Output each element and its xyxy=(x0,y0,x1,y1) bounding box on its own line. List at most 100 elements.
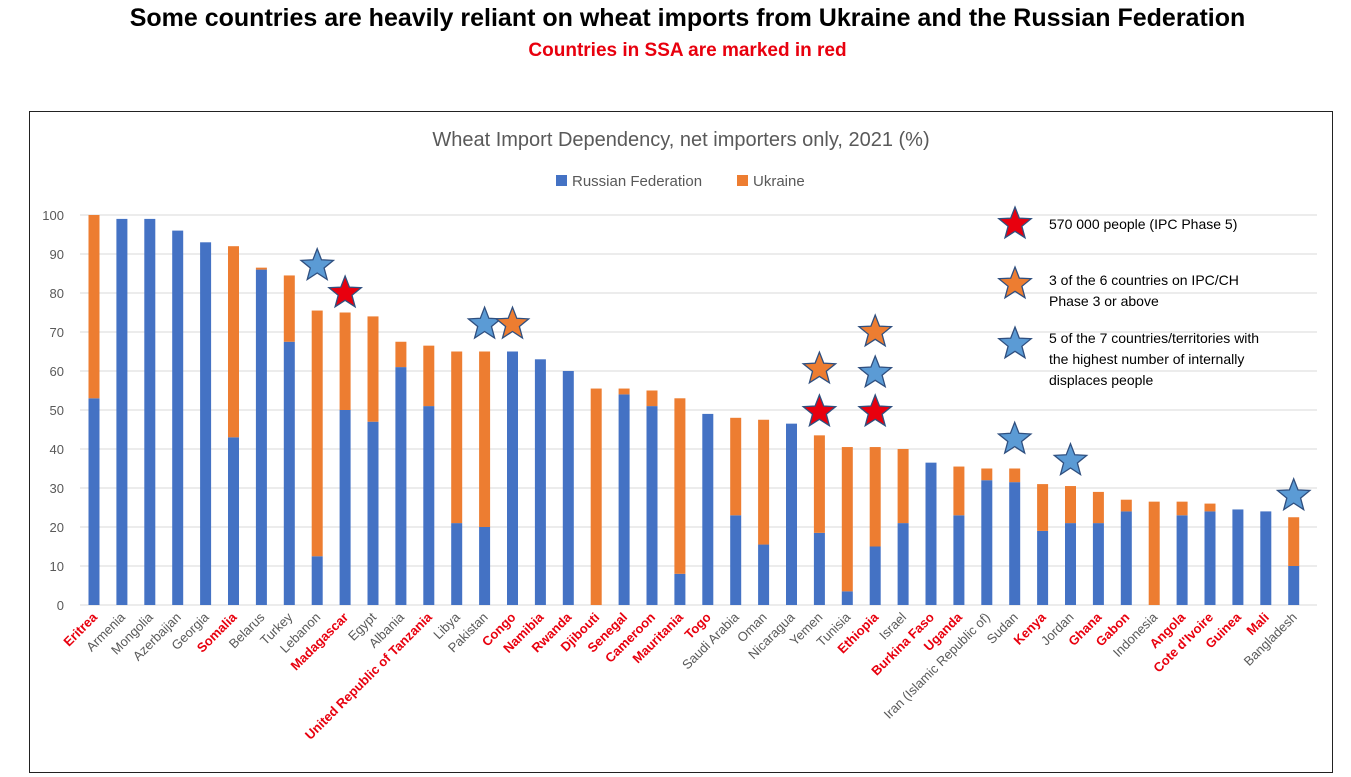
bar-ukraine-tunisia xyxy=(841,447,853,592)
y-tick-label: 80 xyxy=(50,286,64,301)
bar-ukraine-indonesia xyxy=(1148,501,1160,605)
bar-russian-federation-egypt xyxy=(367,421,379,605)
bar-russian-federation-mali xyxy=(1260,511,1272,605)
bar-ukraine-albania xyxy=(395,341,407,368)
bar-russian-federation-cote-d-ivoire xyxy=(1204,511,1216,605)
bar-ukraine-saudi-arabia xyxy=(730,417,742,516)
idp-star-pakistan xyxy=(466,305,503,340)
phase5-legend-star xyxy=(997,205,1033,240)
bar-ukraine-somalia xyxy=(228,246,239,438)
ipc-star-yemen xyxy=(801,350,838,385)
star-markers xyxy=(299,246,1312,512)
bar-russian-federation-mauritania xyxy=(674,573,686,605)
bar-ukraine-bangladesh xyxy=(1288,517,1300,566)
bar-ukraine-cote-d-ivoire xyxy=(1204,503,1216,512)
bar-russian-federation-somalia xyxy=(228,437,239,605)
bar-ukraine-oman xyxy=(758,419,770,545)
bar-russian-federation-madagascar xyxy=(339,410,351,605)
bar-russian-federation-eritrea xyxy=(88,398,100,605)
bar-russian-federation-sudan xyxy=(1009,482,1021,605)
idp-star-jordan xyxy=(1052,441,1089,476)
bar-russian-federation-gabon xyxy=(1120,511,1132,605)
bar-russian-federation-rwanda xyxy=(562,371,574,605)
phase5-star-yemen xyxy=(801,393,838,428)
annotation-text: 570 000 people (IPC Phase 5) xyxy=(1049,216,1237,232)
bar-ukraine-cameroon xyxy=(646,390,658,407)
annotation-text: Phase 3 or above xyxy=(1049,293,1159,309)
bar-ukraine-senegal xyxy=(618,388,630,395)
bar-russian-federation-belarus xyxy=(255,269,267,605)
y-tick-label: 70 xyxy=(50,325,64,340)
bar-russian-federation-ethiopia xyxy=(869,546,881,605)
phase5-star-madagascar xyxy=(327,274,364,309)
bar-ukraine-eritrea xyxy=(88,215,100,399)
bar-russian-federation-armenia xyxy=(116,218,128,605)
bar-ukraine-kenya xyxy=(1037,484,1049,531)
chart-frame xyxy=(29,111,1333,773)
bar-ukraine-egypt xyxy=(367,316,379,422)
bar-russian-federation-togo xyxy=(702,413,714,605)
y-axis: 0 10 20 30 40 50 60 70 80 90 100 xyxy=(42,208,64,613)
bar-russian-federation-libya xyxy=(451,523,463,605)
idp-star-sudan xyxy=(996,420,1033,455)
bar-russian-federation-georgia xyxy=(200,242,212,606)
bar-ukraine-israel xyxy=(897,449,909,524)
bar-ukraine-iran-islamic-republic-of xyxy=(981,468,993,481)
ipc-star-ethiopia xyxy=(857,313,894,348)
bar-russian-federation-cameroon xyxy=(646,406,658,605)
y-tick-label: 100 xyxy=(42,208,64,223)
bar-russian-federation-tunisia xyxy=(841,591,853,605)
bar-ukraine-sudan xyxy=(1009,468,1021,483)
bar-russian-federation-iran-islamic-republic-of xyxy=(981,480,993,605)
x-label-bangladesh: Bangladesh xyxy=(1241,610,1300,669)
legend-swatch xyxy=(556,175,567,186)
bar-russian-federation-bangladesh xyxy=(1288,566,1300,605)
bar-ukraine-madagascar xyxy=(339,312,351,410)
bar-ukraine-lebanon xyxy=(311,310,323,557)
page-title: Some countries are heavily reliant on wh… xyxy=(129,4,1246,32)
bar-russian-federation-mongolia xyxy=(144,218,156,605)
annotation-text: 5 of the 7 countries/territories with xyxy=(1049,330,1259,346)
legend: Russian Federation Ukraine xyxy=(556,173,805,190)
annotation-text: the highest number of internally xyxy=(1049,351,1244,367)
ipc-star-congo xyxy=(494,305,531,340)
phase5-star-ethiopia xyxy=(857,393,894,428)
y-tick-label: 10 xyxy=(50,559,64,574)
annotation-text: displaces people xyxy=(1049,372,1154,388)
ipc-legend-star xyxy=(997,265,1033,300)
bar-russian-federation-jordan xyxy=(1065,523,1076,605)
y-tick-label: 30 xyxy=(50,481,64,496)
bar-ukraine-ethiopia xyxy=(869,447,881,547)
bar-ukraine-djibouti xyxy=(590,388,602,605)
bar-russian-federation-uganda xyxy=(953,515,965,605)
bar-russian-federation-kenya xyxy=(1037,530,1049,605)
bar-ukraine-libya xyxy=(451,351,463,524)
bar-russian-federation-pakistan xyxy=(479,527,491,605)
y-tick-label: 90 xyxy=(50,247,64,262)
bar-russian-federation-united-republic-of-tanzania xyxy=(423,406,435,605)
bar-russian-federation-israel xyxy=(897,523,909,605)
bar-russian-federation-congo xyxy=(507,351,518,605)
bar-ukraine-united-republic-of-tanzania xyxy=(423,345,435,407)
bar-russian-federation-angola xyxy=(1176,515,1188,605)
bar-russian-federation-nicaragua xyxy=(786,423,797,605)
star-annotations: 570 000 people (IPC Phase 5) 3 of the 6 c… xyxy=(997,205,1259,388)
bar-ukraine-angola xyxy=(1176,501,1188,516)
bar-ukraine-ghana xyxy=(1092,491,1104,524)
bar-russian-federation-azerbaijan xyxy=(172,230,184,605)
bar-ukraine-yemen xyxy=(813,435,825,533)
chart-title: Wheat Import Dependency, net importers o… xyxy=(432,129,929,151)
bar-russian-federation-namibia xyxy=(534,359,546,605)
bar-ukraine-pakistan xyxy=(479,351,491,527)
idp-star-lebanon xyxy=(299,246,336,281)
y-tick-label: 0 xyxy=(57,598,64,613)
page-subtitle: Countries in SSA are marked in red xyxy=(528,40,847,61)
legend-label: Russian Federation xyxy=(572,173,702,190)
bar-russian-federation-ghana xyxy=(1092,523,1104,605)
x-axis-labels: EritreaArmeniaMongoliaAzerbaijanGeorgiaS… xyxy=(60,609,1299,743)
idp-legend-star xyxy=(997,325,1033,360)
bar-ukraine-mauritania xyxy=(674,398,686,574)
bar-russian-federation-burkina-faso xyxy=(925,462,937,605)
bar-russian-federation-guinea xyxy=(1232,509,1244,605)
